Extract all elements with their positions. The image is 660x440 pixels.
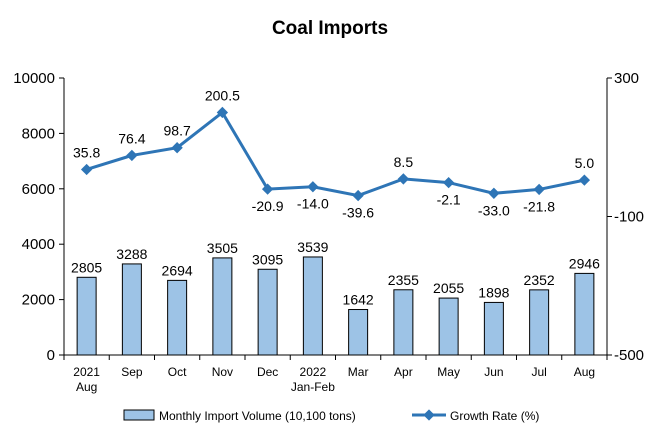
bar-value-label: 2055 xyxy=(433,280,464,296)
growth-rate-label: 5.0 xyxy=(575,155,595,171)
left-axis-tick-label: 8000 xyxy=(22,125,55,142)
left-axis-tick-label: 6000 xyxy=(22,181,55,198)
x-axis-category-label: Nov xyxy=(212,365,233,379)
bar xyxy=(483,301,504,356)
growth-rate-label: -2.1 xyxy=(437,192,461,208)
growth-rate-label: 8.5 xyxy=(394,154,414,170)
legend-bar-swatch xyxy=(123,409,155,421)
bar-value-label: 3288 xyxy=(116,246,147,262)
bar-value-label: 3539 xyxy=(297,239,328,255)
x-axis-category-label: Mar xyxy=(348,365,369,379)
right-axis-tick-label: -100 xyxy=(614,209,644,226)
growth-rate-marker xyxy=(261,183,274,195)
bar xyxy=(257,268,278,356)
bar xyxy=(76,276,97,356)
bar xyxy=(348,309,369,356)
x-axis-category-label: Aug xyxy=(76,380,97,394)
left-axis-tick-label: 4000 xyxy=(22,236,55,253)
plot-area: 0 2000 4000 6000 8000 10000 -500 -100 300 2805 328… xyxy=(13,70,644,394)
bar-value-label: 2694 xyxy=(162,262,193,278)
bar-value-label: 2805 xyxy=(71,259,102,275)
growth-rate-marker xyxy=(442,176,455,189)
bar-value-label: 2352 xyxy=(524,272,555,288)
growth-rate-marker xyxy=(488,187,500,199)
x-axis-category-label: May xyxy=(437,365,460,379)
bar xyxy=(393,289,414,356)
legend-bar-label: Monthly Import Volume (10,100 tons) xyxy=(159,409,356,423)
growth-rate-marker xyxy=(397,173,410,185)
x-axis-category-label: Oct xyxy=(168,365,187,379)
x-axis-category-label: Apr xyxy=(394,365,413,379)
bar xyxy=(212,257,233,356)
bar-value-label: 2355 xyxy=(388,272,419,288)
x-axis-category-label: Jul xyxy=(531,365,546,379)
x-axis-category-label: Aug xyxy=(574,365,595,379)
right-axis-tick-label: 300 xyxy=(614,70,639,87)
growth-rate-label: 76.4 xyxy=(118,130,145,146)
bar-value-label: 1642 xyxy=(343,292,374,308)
growth-rate-label: -39.6 xyxy=(342,205,374,221)
bar xyxy=(121,263,142,356)
left-axis-tick-label: 2000 xyxy=(22,292,55,309)
growth-rate-marker xyxy=(352,189,364,202)
growth-rate-label: 35.8 xyxy=(73,144,100,160)
growth-rate-label: -14.0 xyxy=(297,196,329,212)
left-axis-tick-label: 10000 xyxy=(13,70,55,87)
bar-value-label: 3095 xyxy=(252,251,283,267)
growth-rate-marker xyxy=(171,142,183,154)
bar xyxy=(167,279,188,356)
bar xyxy=(438,297,459,356)
bar-value-label: 2946 xyxy=(569,255,600,271)
growth-rate-marker xyxy=(126,149,138,162)
growth-rate-label: -21.8 xyxy=(523,198,555,214)
x-axis-category-label: 2021 xyxy=(73,365,100,379)
x-axis-category-label: Jan-Feb xyxy=(291,380,335,394)
growth-rate-marker xyxy=(533,183,545,196)
growth-rate-line xyxy=(86,110,585,198)
chart-title: Coal Imports xyxy=(272,18,388,39)
bar xyxy=(302,256,323,356)
growth-rate-label: -20.9 xyxy=(252,198,284,214)
growth-rate-label: 98.7 xyxy=(164,123,191,139)
growth-rate-marker xyxy=(578,174,591,186)
bar-value-label: 3505 xyxy=(207,240,238,256)
growth-rate-marker xyxy=(80,163,93,176)
bar xyxy=(574,272,595,356)
x-axis-category-label: Sep xyxy=(121,365,143,379)
growth-rate-label: 200.5 xyxy=(205,87,240,103)
growth-rate-marker xyxy=(307,181,319,193)
x-axis-category-label: Jun xyxy=(484,365,503,379)
x-axis-category-label: Dec xyxy=(257,365,278,379)
bar xyxy=(529,289,550,356)
left-axis-tick-label: 0 xyxy=(47,347,55,364)
legend-line-marker xyxy=(423,409,435,421)
legend: Monthly Import Volume (10,100 tons) Growt… xyxy=(123,409,539,423)
right-axis-tick-label: -500 xyxy=(614,347,644,364)
x-axis-category-label: 2022 xyxy=(300,365,327,379)
legend-line-label: Growth Rate (%) xyxy=(450,409,539,423)
growth-rate-label: -33.0 xyxy=(478,202,510,218)
bar-value-label: 1898 xyxy=(478,284,509,300)
